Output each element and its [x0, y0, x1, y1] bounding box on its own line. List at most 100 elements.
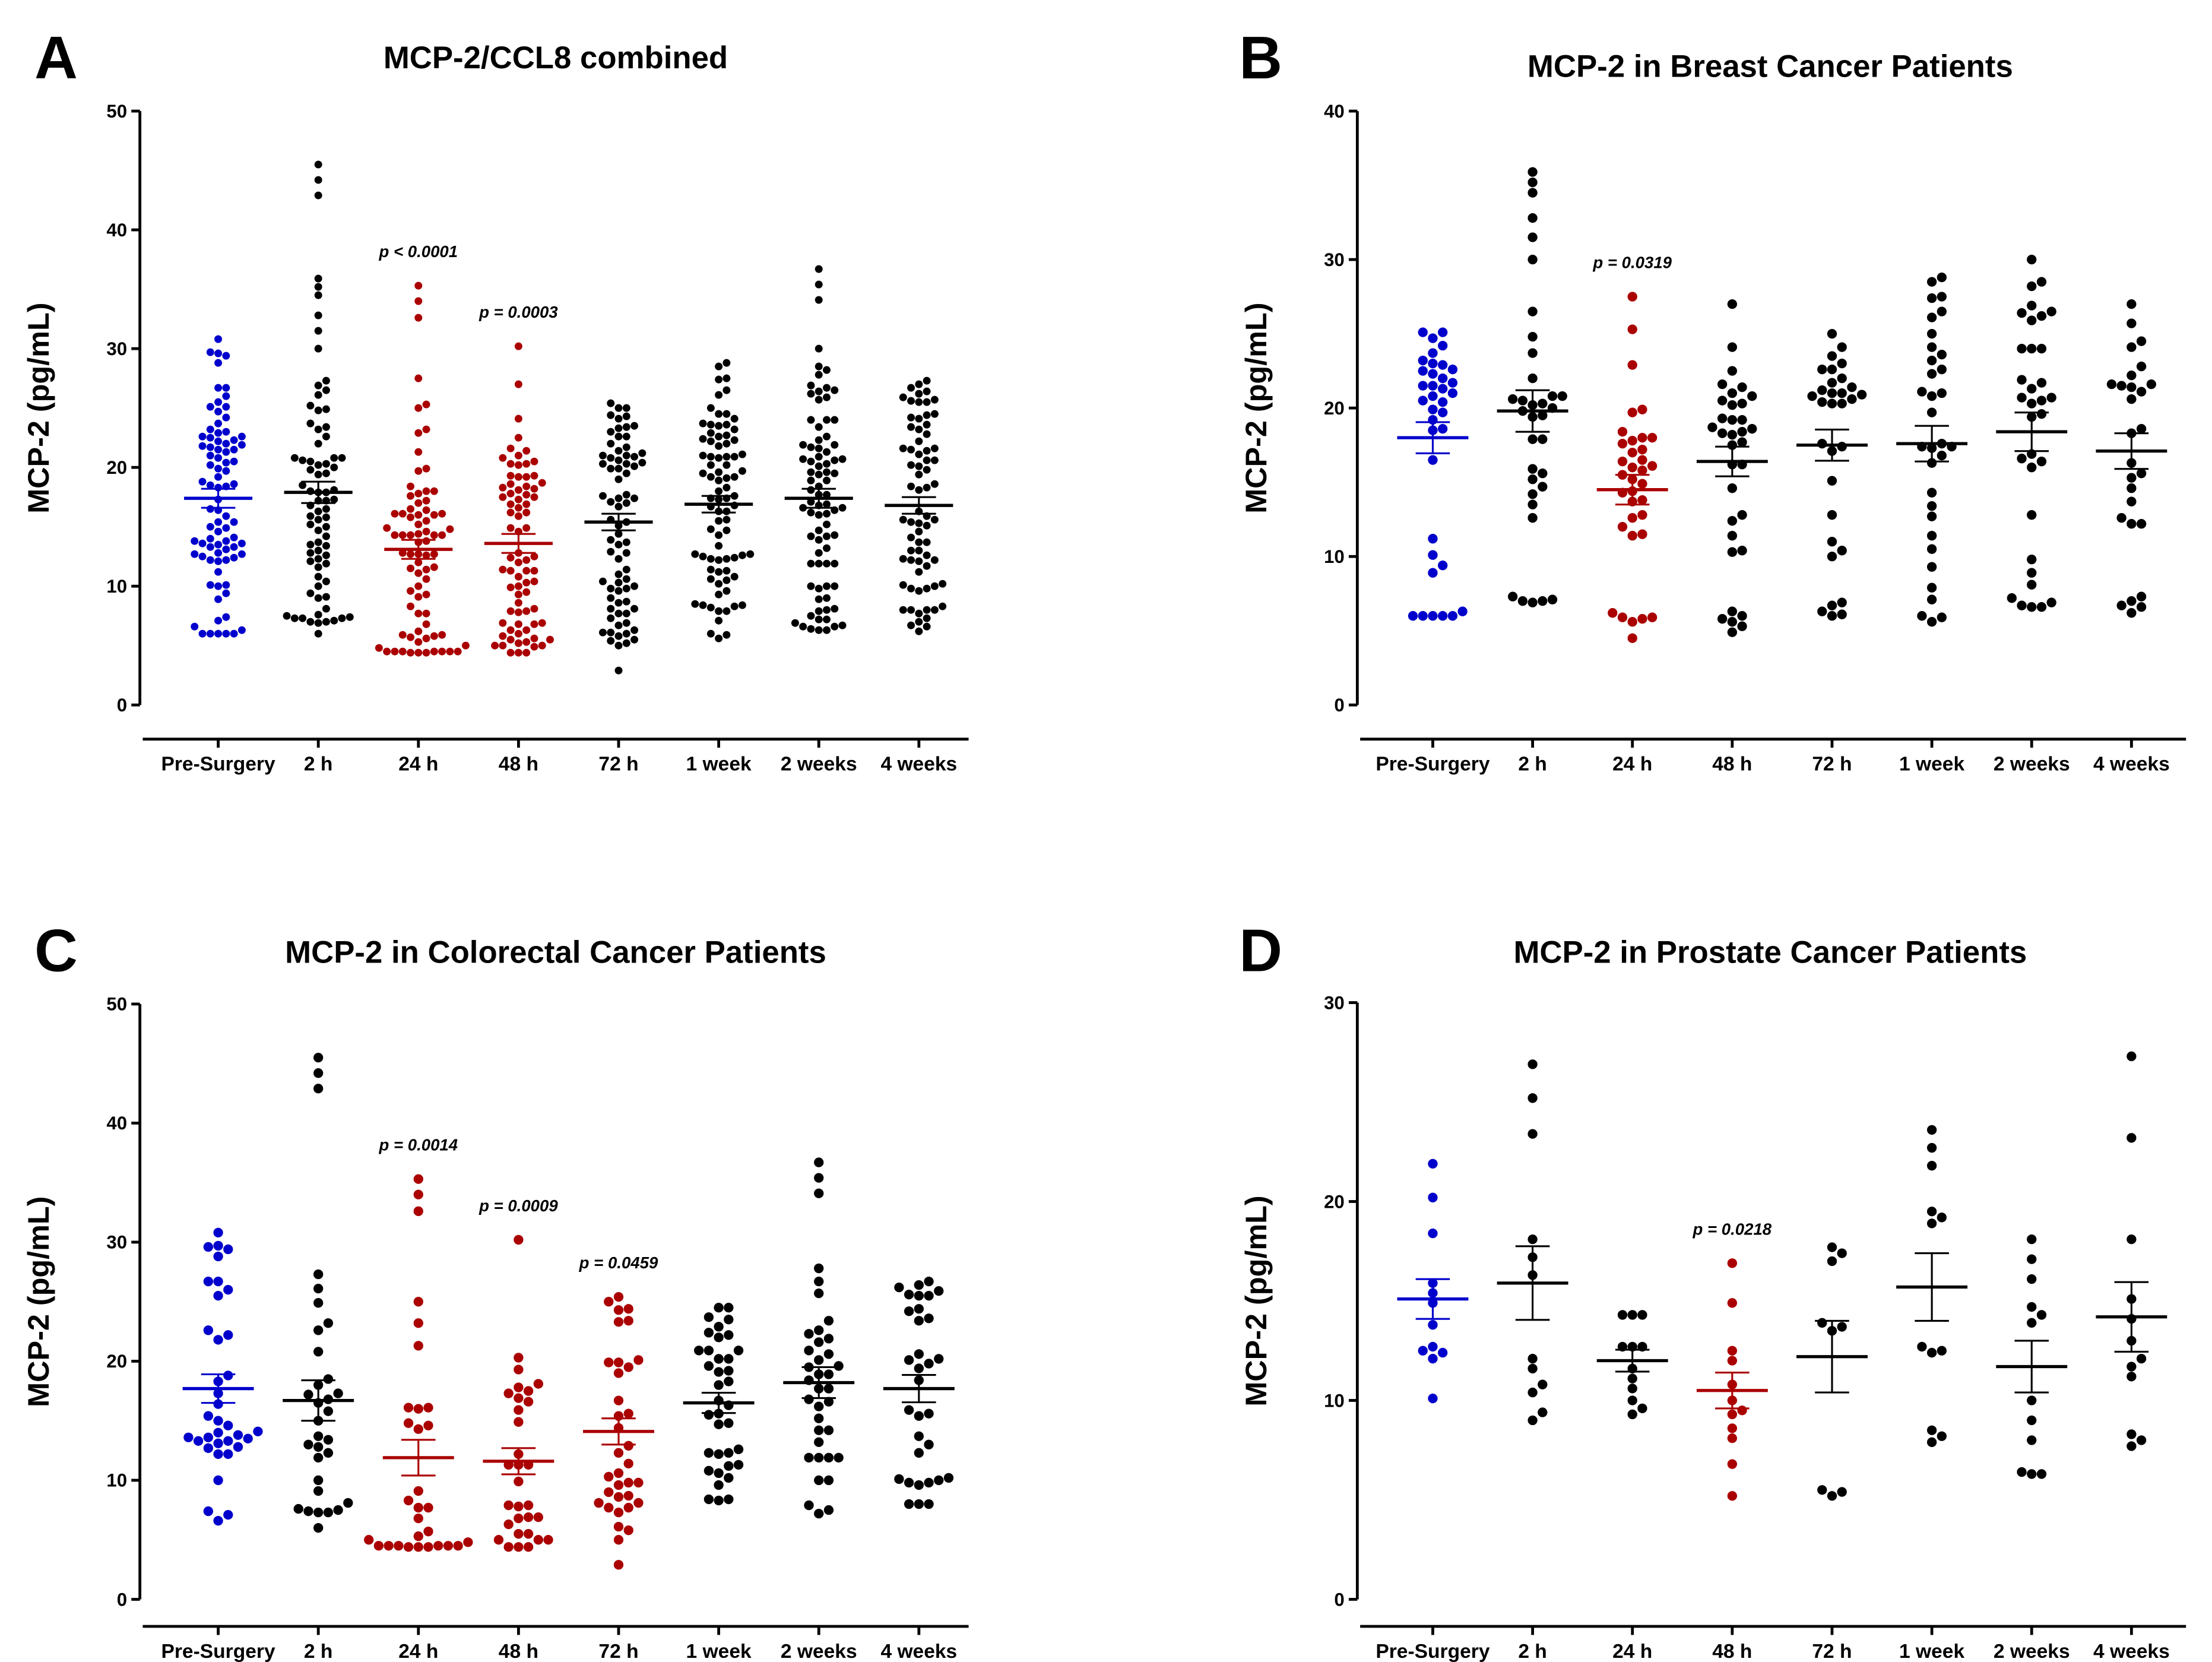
data-point — [2027, 343, 2037, 354]
data-point — [823, 393, 831, 401]
data-point — [714, 1468, 724, 1479]
data-point — [2127, 1133, 2137, 1143]
data-point — [1428, 358, 1438, 369]
data-point — [722, 587, 731, 595]
data-point — [1617, 439, 1628, 449]
data-point — [1528, 489, 1538, 499]
y-axis-label: MCP-2 (pg/mL) — [1239, 1195, 1273, 1406]
y-tick-label: 50 — [106, 101, 127, 122]
data-point — [1447, 378, 1458, 388]
data-point — [533, 1535, 543, 1545]
data-point — [1627, 617, 1637, 627]
data-point — [1837, 546, 1847, 556]
data-point — [313, 1523, 324, 1533]
data-point — [222, 403, 230, 411]
data-point — [514, 1529, 524, 1539]
data-point — [815, 362, 823, 371]
data-point — [214, 540, 223, 549]
data-point — [506, 524, 515, 532]
data-point — [206, 629, 214, 638]
data-point — [214, 384, 223, 392]
data-point — [914, 1499, 924, 1509]
data-point — [413, 1404, 423, 1414]
data-point — [1528, 1234, 1538, 1245]
data-point — [1627, 633, 1637, 643]
data-point — [414, 281, 423, 290]
data-point — [724, 1494, 734, 1505]
data-point — [2027, 1254, 2037, 1264]
data-point — [2127, 608, 2137, 618]
data-point — [407, 587, 414, 595]
data-point — [1438, 407, 1448, 417]
data-point — [523, 1386, 534, 1396]
data-point — [715, 442, 723, 450]
data-point — [924, 1477, 934, 1488]
data-point — [703, 1410, 714, 1420]
data-point — [1837, 1248, 1847, 1258]
data-point — [214, 582, 223, 590]
data-point — [623, 1408, 633, 1419]
data-point — [1557, 391, 1567, 401]
data-point — [213, 1276, 223, 1287]
data-point — [438, 647, 446, 656]
data-point — [1637, 1403, 1647, 1414]
data-point — [1617, 457, 1628, 467]
data-point — [233, 1442, 243, 1452]
data-point — [2127, 1441, 2137, 1451]
data-point — [714, 1480, 724, 1490]
data-point — [214, 549, 223, 557]
data-point — [414, 314, 423, 322]
data-point — [394, 1541, 404, 1551]
data-point — [313, 1052, 324, 1063]
data-point — [222, 512, 230, 520]
data-point — [203, 1276, 213, 1287]
data-point — [237, 626, 246, 634]
data-point — [1737, 398, 1747, 409]
data-point — [2136, 468, 2147, 479]
data-point — [598, 451, 607, 460]
data-point — [907, 556, 915, 564]
data-point — [924, 1408, 934, 1419]
data-point — [413, 1531, 423, 1541]
data-point — [930, 410, 939, 418]
chart-title: MCP-2 in Prostate Cancer Patients — [1513, 935, 2027, 970]
data-point — [714, 1495, 724, 1506]
data-point — [1438, 384, 1448, 394]
data-point — [403, 1542, 414, 1552]
data-point — [407, 513, 414, 521]
x-tick-label: 72 h — [1812, 754, 1852, 775]
data-point — [738, 601, 746, 609]
data-point — [715, 634, 723, 642]
data-point — [530, 577, 538, 585]
data-point — [715, 542, 723, 550]
data-point — [330, 495, 338, 504]
data-point — [430, 487, 438, 495]
data-point — [2136, 361, 2147, 372]
data-point — [506, 566, 515, 575]
group-1-week — [683, 1303, 755, 1506]
data-point — [722, 474, 731, 482]
data-point — [1428, 568, 1438, 578]
p-value-annotation: p = 0.0003 — [478, 303, 558, 321]
data-point — [2127, 382, 2137, 392]
data-point — [413, 1341, 423, 1351]
data-point — [715, 422, 723, 430]
data-point — [306, 520, 315, 528]
data-point — [630, 604, 639, 613]
data-point — [214, 335, 223, 343]
data-point — [1428, 1228, 1438, 1239]
data-point — [2027, 580, 2037, 590]
data-point — [1827, 552, 1837, 562]
data-point — [930, 480, 939, 488]
data-point — [2017, 343, 2027, 354]
data-point — [1428, 1353, 1438, 1364]
data-point — [2127, 299, 2137, 309]
data-point — [1817, 385, 1827, 395]
data-point — [915, 380, 923, 388]
data-point — [923, 387, 931, 395]
data-point — [923, 538, 931, 546]
group-1-week — [1896, 1125, 1968, 1447]
data-point — [823, 1384, 834, 1394]
data-point — [1428, 1393, 1438, 1404]
data-point — [738, 551, 746, 559]
